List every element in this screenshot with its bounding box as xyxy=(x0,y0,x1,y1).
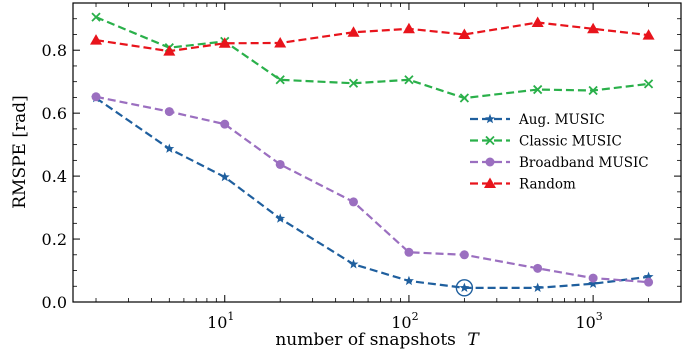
data-point xyxy=(644,277,654,287)
data-point xyxy=(404,247,414,257)
data-point xyxy=(91,12,101,22)
data-point xyxy=(403,275,414,286)
y-tick-label: 0.0 xyxy=(42,293,67,312)
data-point xyxy=(533,263,543,273)
data-point xyxy=(459,282,470,293)
data-point xyxy=(275,75,285,85)
data-point xyxy=(91,92,101,102)
legend-marker xyxy=(485,157,495,167)
data-point xyxy=(533,84,543,95)
data-point xyxy=(532,282,543,293)
data-point xyxy=(531,16,544,28)
y-axis-label: RMSPE [rad] xyxy=(10,95,30,209)
data-point xyxy=(164,107,174,117)
data-point xyxy=(274,36,287,48)
data-point xyxy=(404,75,414,85)
series-line xyxy=(95,97,649,289)
data-point xyxy=(164,143,175,153)
legend-marker xyxy=(485,135,495,146)
y-tick-label: 0.4 xyxy=(42,167,67,186)
x-axis-label-text: number of snapshots xyxy=(275,330,456,350)
data-point xyxy=(348,78,359,88)
data-point xyxy=(643,79,654,89)
series-line xyxy=(95,16,649,100)
x-axis-label: number of snapshots T xyxy=(275,330,480,350)
data-point xyxy=(588,85,598,96)
legend-marker xyxy=(484,177,496,188)
y-tick-label: 0.8 xyxy=(42,41,67,60)
data-point xyxy=(588,273,598,283)
legend-entry: Broadband MUSIC xyxy=(470,155,649,171)
legend-entry: Classic MUSIC xyxy=(470,134,622,150)
data-point xyxy=(219,171,230,182)
x-tick-label-base: 10 xyxy=(391,313,411,332)
series-broadband-music xyxy=(91,92,654,287)
legend-label: Broadband MUSIC xyxy=(519,155,649,171)
plot-frame xyxy=(72,2,682,303)
data-point xyxy=(163,45,176,56)
series-random xyxy=(90,16,655,56)
data-point xyxy=(90,34,103,45)
series-line xyxy=(95,95,649,284)
x-tick-label: 101 xyxy=(207,310,234,332)
series-line xyxy=(95,21,649,53)
data-point xyxy=(459,93,470,103)
data-point xyxy=(402,22,415,34)
data-point xyxy=(588,278,599,288)
legend-label: Random xyxy=(519,177,576,193)
series-layer xyxy=(90,12,655,297)
data-point xyxy=(458,28,471,39)
legend-entry: Random xyxy=(470,177,576,193)
y-tick-label: 0.2 xyxy=(42,230,67,249)
x-tick-label-base: 10 xyxy=(207,313,227,332)
legend-label: Classic MUSIC xyxy=(519,134,622,150)
x-tick-label-exponent: 1 xyxy=(227,310,234,323)
data-point xyxy=(642,29,655,40)
x-axis-label-variable: T xyxy=(467,330,480,350)
x-tick-label-exponent: 3 xyxy=(596,310,603,323)
legend: Aug. MUSIC Classic MUSIC Broadband MUSIC Ra… xyxy=(462,104,666,198)
legend-entry: Aug. MUSIC xyxy=(470,112,605,128)
data-point xyxy=(643,271,654,282)
x-tick-label: 102 xyxy=(391,310,418,332)
data-point xyxy=(348,259,359,269)
data-point xyxy=(587,22,600,34)
legend-marker xyxy=(485,113,495,124)
data-point xyxy=(220,119,230,129)
legend-label: Aug. MUSIC xyxy=(518,112,605,128)
data-point xyxy=(347,26,360,37)
y-tick-label: 0.6 xyxy=(42,104,67,123)
data-point xyxy=(275,213,286,223)
data-point xyxy=(275,159,285,169)
data-point xyxy=(218,37,231,48)
data-point xyxy=(459,250,469,260)
x-tick-label: 103 xyxy=(575,310,602,332)
x-tick-label-exponent: 2 xyxy=(412,310,419,323)
x-tick-label-base: 10 xyxy=(575,313,595,332)
highlight-circle xyxy=(455,279,474,297)
data-point xyxy=(348,197,358,207)
